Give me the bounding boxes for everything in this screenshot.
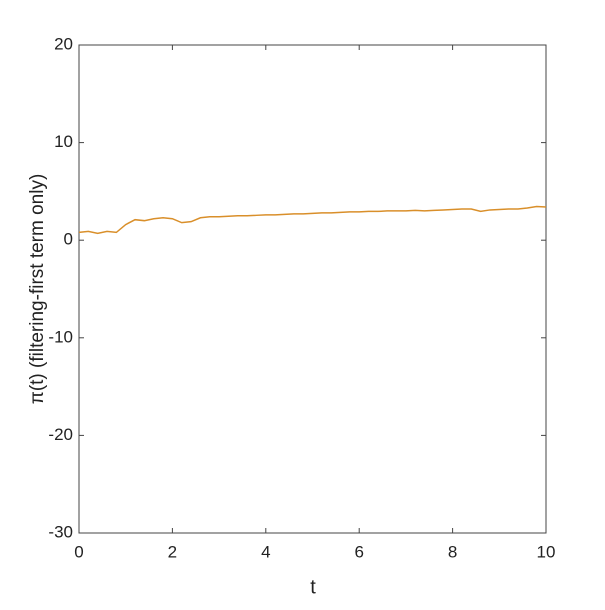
x-tick-label: 2 (168, 542, 177, 561)
y-tick-label: 20 (54, 34, 73, 53)
y-axis-label: π(t) (filtering-first term only) (27, 174, 48, 405)
x-axis-label: t (310, 576, 316, 598)
y-tick-label: -30 (48, 522, 73, 541)
y-tick-label: -20 (48, 425, 73, 444)
y-tick-label: 10 (54, 132, 73, 151)
y-tick-label: 0 (64, 230, 73, 249)
x-tick-label: 0 (74, 542, 83, 561)
x-tick-label: 6 (354, 542, 363, 561)
x-tick-label: 10 (537, 542, 556, 561)
y-tick-label: -10 (48, 327, 73, 346)
plot-frame (78, 44, 547, 534)
x-tick-label: 8 (448, 542, 457, 561)
x-tick-label: 4 (261, 542, 270, 561)
data-line (78, 205, 547, 235)
